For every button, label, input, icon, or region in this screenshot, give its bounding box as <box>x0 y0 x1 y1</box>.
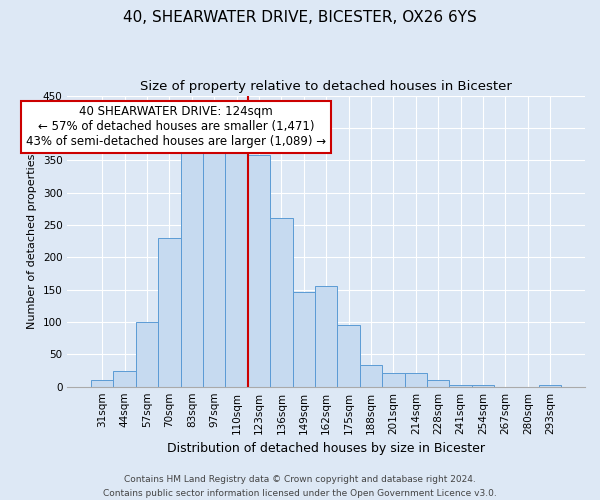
Bar <box>136 322 158 386</box>
Bar <box>404 373 427 386</box>
Bar <box>427 380 449 386</box>
Bar <box>158 238 181 386</box>
Bar <box>315 286 337 386</box>
Bar <box>293 292 315 386</box>
Bar <box>203 148 226 386</box>
Bar <box>181 150 203 386</box>
Bar <box>226 144 248 386</box>
Text: 40, SHEARWATER DRIVE, BICESTER, OX26 6YS: 40, SHEARWATER DRIVE, BICESTER, OX26 6YS <box>123 10 477 25</box>
Bar <box>360 364 382 386</box>
Y-axis label: Number of detached properties: Number of detached properties <box>27 154 37 329</box>
X-axis label: Distribution of detached houses by size in Bicester: Distribution of detached houses by size … <box>167 442 485 455</box>
Text: 40 SHEARWATER DRIVE: 124sqm
← 57% of detached houses are smaller (1,471)
43% of : 40 SHEARWATER DRIVE: 124sqm ← 57% of det… <box>26 106 326 148</box>
Bar <box>113 370 136 386</box>
Text: Contains HM Land Registry data © Crown copyright and database right 2024.
Contai: Contains HM Land Registry data © Crown c… <box>103 476 497 498</box>
Bar <box>382 373 404 386</box>
Bar <box>337 325 360 386</box>
Bar <box>270 218 293 386</box>
Bar <box>248 155 270 386</box>
Title: Size of property relative to detached houses in Bicester: Size of property relative to detached ho… <box>140 80 512 93</box>
Bar <box>91 380 113 386</box>
